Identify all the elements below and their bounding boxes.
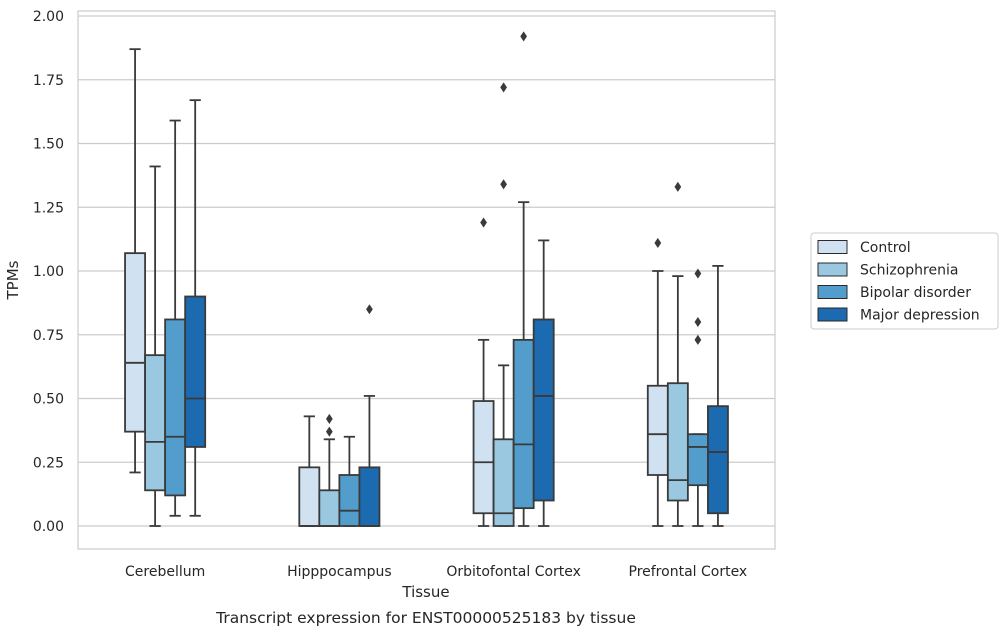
outlier-point [674,181,682,192]
x-tick-label: Hipppocampus [287,564,392,580]
outlier-point [480,217,487,228]
x-tick-labels: Cerebellum Hipppocampus Orbitofontal Corte… [125,564,747,580]
box-plot [164,119,187,517]
x-tick-label: Orbitofontal Cortex [446,564,581,580]
y-tick-label: 0.00 [33,519,64,535]
box-plot [532,239,555,527]
y-tick-label: 0.25 [33,455,64,471]
box [686,433,709,487]
box-plot [184,99,207,517]
plot-frame [77,10,776,550]
legend-swatch [817,307,848,322]
y-tick-label: 1.25 [33,200,64,216]
x-tick-label: Cerebellum [125,564,205,580]
box-plot [358,304,381,527]
y-tick-labels: 0.00 0.25 0.50 0.75 1.00 1.25 1.50 1.75 2.00 [33,9,64,535]
box [338,474,361,527]
legend-label: Major depression [860,308,980,324]
y-tick-label: 2.00 [33,9,64,25]
legend-label: Schizophrenia [860,263,958,279]
legend-swatch [817,285,848,299]
box [144,354,167,492]
box-plot [707,264,729,527]
box [666,382,689,502]
legend-label: Bipolar disorder [860,285,971,301]
legend-label: Control [860,240,911,256]
box [184,295,207,448]
y-tick-label: 0.50 [33,392,64,408]
legend-swatch [817,262,848,277]
legend-swatch [817,240,848,254]
outlier-point [500,82,507,93]
outlier-point [500,179,507,190]
chart-caption: Transcript expression for ENST0000052518… [215,609,636,627]
x-tick-label: Prefrontal Cortex [629,564,748,580]
box-plot [646,237,669,527]
box-plot [124,48,146,474]
legend-frame [810,232,999,330]
y-tick-label: 0.75 [33,328,64,344]
box-plot [666,181,689,527]
y-axis-label: TPMs [4,260,22,300]
legend: Control Schizophrenia Bipolar disorder Majo… [810,232,999,330]
box [124,252,146,433]
y-tick-label: 1.00 [33,264,64,280]
box [472,400,495,515]
box [532,318,555,502]
outlier-point [325,413,333,424]
box-plots [124,31,729,527]
outlier-point [694,316,702,328]
box-plot [298,415,321,527]
outlier-point [694,334,702,345]
outlier-point [325,426,333,437]
y-tick-label: 1.75 [33,73,64,89]
box [358,466,381,527]
box [707,405,729,515]
y-tick-label: 1.50 [33,137,64,153]
outlier-point [366,304,373,315]
x-axis-label: Tissue [401,583,449,601]
outlier-point [654,237,662,248]
box [318,489,341,527]
outlier-point [520,31,528,42]
box [512,338,535,510]
outlier-point [694,268,702,279]
box [646,384,669,476]
box-plot [144,165,167,527]
box [298,466,321,527]
box-plot [492,82,515,527]
box-plot [512,31,535,527]
box [164,318,187,497]
